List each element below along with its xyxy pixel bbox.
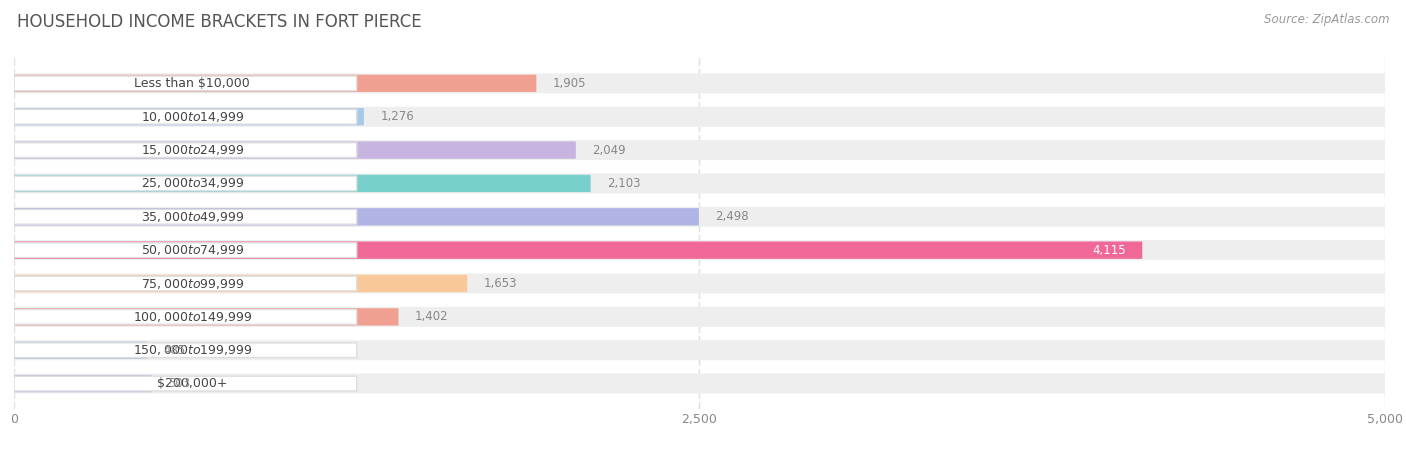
FancyBboxPatch shape (0, 173, 1399, 194)
Text: 2,498: 2,498 (716, 210, 749, 223)
FancyBboxPatch shape (14, 309, 357, 324)
Text: $25,000 to $34,999: $25,000 to $34,999 (141, 176, 245, 190)
FancyBboxPatch shape (14, 76, 357, 91)
FancyBboxPatch shape (14, 343, 357, 357)
Text: $35,000 to $49,999: $35,000 to $49,999 (141, 210, 245, 224)
Text: $10,000 to $14,999: $10,000 to $14,999 (141, 110, 245, 124)
FancyBboxPatch shape (14, 108, 364, 125)
FancyBboxPatch shape (0, 207, 1399, 227)
FancyBboxPatch shape (0, 73, 1399, 93)
FancyBboxPatch shape (14, 175, 591, 192)
Text: $200,000+: $200,000+ (157, 377, 228, 390)
Text: Source: ZipAtlas.com: Source: ZipAtlas.com (1264, 13, 1389, 26)
Text: $150,000 to $199,999: $150,000 to $199,999 (132, 343, 252, 357)
FancyBboxPatch shape (14, 375, 152, 392)
Text: $50,000 to $74,999: $50,000 to $74,999 (141, 243, 245, 257)
FancyBboxPatch shape (14, 308, 398, 326)
FancyBboxPatch shape (0, 374, 1399, 394)
FancyBboxPatch shape (14, 208, 699, 225)
Text: $75,000 to $99,999: $75,000 to $99,999 (141, 277, 245, 291)
FancyBboxPatch shape (0, 140, 1399, 160)
FancyBboxPatch shape (14, 75, 536, 92)
Text: 485: 485 (163, 344, 186, 357)
Text: 1,653: 1,653 (484, 277, 517, 290)
Text: $15,000 to $24,999: $15,000 to $24,999 (141, 143, 245, 157)
FancyBboxPatch shape (0, 240, 1399, 260)
FancyBboxPatch shape (14, 243, 357, 258)
FancyBboxPatch shape (0, 307, 1399, 327)
Text: $100,000 to $149,999: $100,000 to $149,999 (132, 310, 252, 324)
Text: 1,905: 1,905 (553, 77, 586, 90)
FancyBboxPatch shape (14, 143, 357, 158)
FancyBboxPatch shape (14, 176, 357, 191)
FancyBboxPatch shape (14, 376, 357, 391)
Text: HOUSEHOLD INCOME BRACKETS IN FORT PIERCE: HOUSEHOLD INCOME BRACKETS IN FORT PIERCE (17, 13, 422, 31)
FancyBboxPatch shape (14, 110, 357, 124)
FancyBboxPatch shape (14, 141, 576, 159)
FancyBboxPatch shape (14, 242, 1142, 259)
FancyBboxPatch shape (0, 340, 1399, 360)
Text: 2,103: 2,103 (607, 177, 641, 190)
FancyBboxPatch shape (0, 107, 1399, 127)
Text: 503: 503 (169, 377, 191, 390)
Text: 1,276: 1,276 (381, 110, 415, 123)
FancyBboxPatch shape (14, 276, 357, 291)
FancyBboxPatch shape (14, 342, 148, 359)
Text: Less than $10,000: Less than $10,000 (135, 77, 250, 90)
Text: 4,115: 4,115 (1092, 244, 1126, 257)
FancyBboxPatch shape (0, 273, 1399, 294)
FancyBboxPatch shape (14, 209, 357, 224)
FancyBboxPatch shape (14, 275, 467, 292)
Text: 1,402: 1,402 (415, 310, 449, 323)
Text: 2,049: 2,049 (592, 144, 626, 157)
